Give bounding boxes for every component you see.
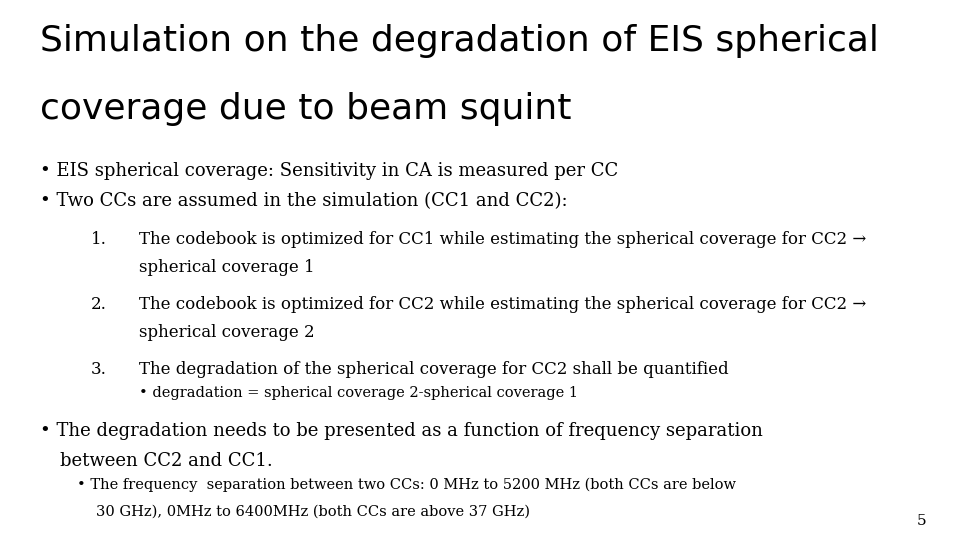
Text: 5: 5 <box>917 514 926 528</box>
Text: Simulation on the degradation of EIS spherical: Simulation on the degradation of EIS sph… <box>40 24 879 58</box>
Text: coverage due to beam squint: coverage due to beam squint <box>40 92 572 126</box>
Text: • The frequency  separation between two CCs: 0 MHz to 5200 MHz (both CCs are bel: • The frequency separation between two C… <box>77 478 735 492</box>
Text: between CC2 and CC1.: between CC2 and CC1. <box>60 452 274 470</box>
Text: The degradation of the spherical coverage for CC2 shall be quantified: The degradation of the spherical coverag… <box>139 361 729 377</box>
Text: The codebook is optimized for CC1 while estimating the spherical coverage for CC: The codebook is optimized for CC1 while … <box>139 231 867 248</box>
Text: spherical coverage 1: spherical coverage 1 <box>139 259 315 276</box>
Text: The codebook is optimized for CC2 while estimating the spherical coverage for CC: The codebook is optimized for CC2 while … <box>139 296 867 313</box>
Text: • degradation = spherical coverage 2-spherical coverage 1: • degradation = spherical coverage 2-sph… <box>139 386 578 400</box>
Text: spherical coverage 2: spherical coverage 2 <box>139 324 315 341</box>
Text: • EIS spherical coverage: Sensitivity in CA is measured per CC: • EIS spherical coverage: Sensitivity in… <box>40 162 618 180</box>
Text: • Two CCs are assumed in the simulation (CC1 and CC2):: • Two CCs are assumed in the simulation … <box>40 192 568 210</box>
Text: 3.: 3. <box>91 361 108 377</box>
Text: 30 GHz), 0MHz to 6400MHz (both CCs are above 37 GHz): 30 GHz), 0MHz to 6400MHz (both CCs are a… <box>96 504 530 518</box>
Text: • The degradation needs to be presented as a function of frequency separation: • The degradation needs to be presented … <box>40 422 763 440</box>
Text: 2.: 2. <box>91 296 108 313</box>
Text: 1.: 1. <box>91 231 108 248</box>
